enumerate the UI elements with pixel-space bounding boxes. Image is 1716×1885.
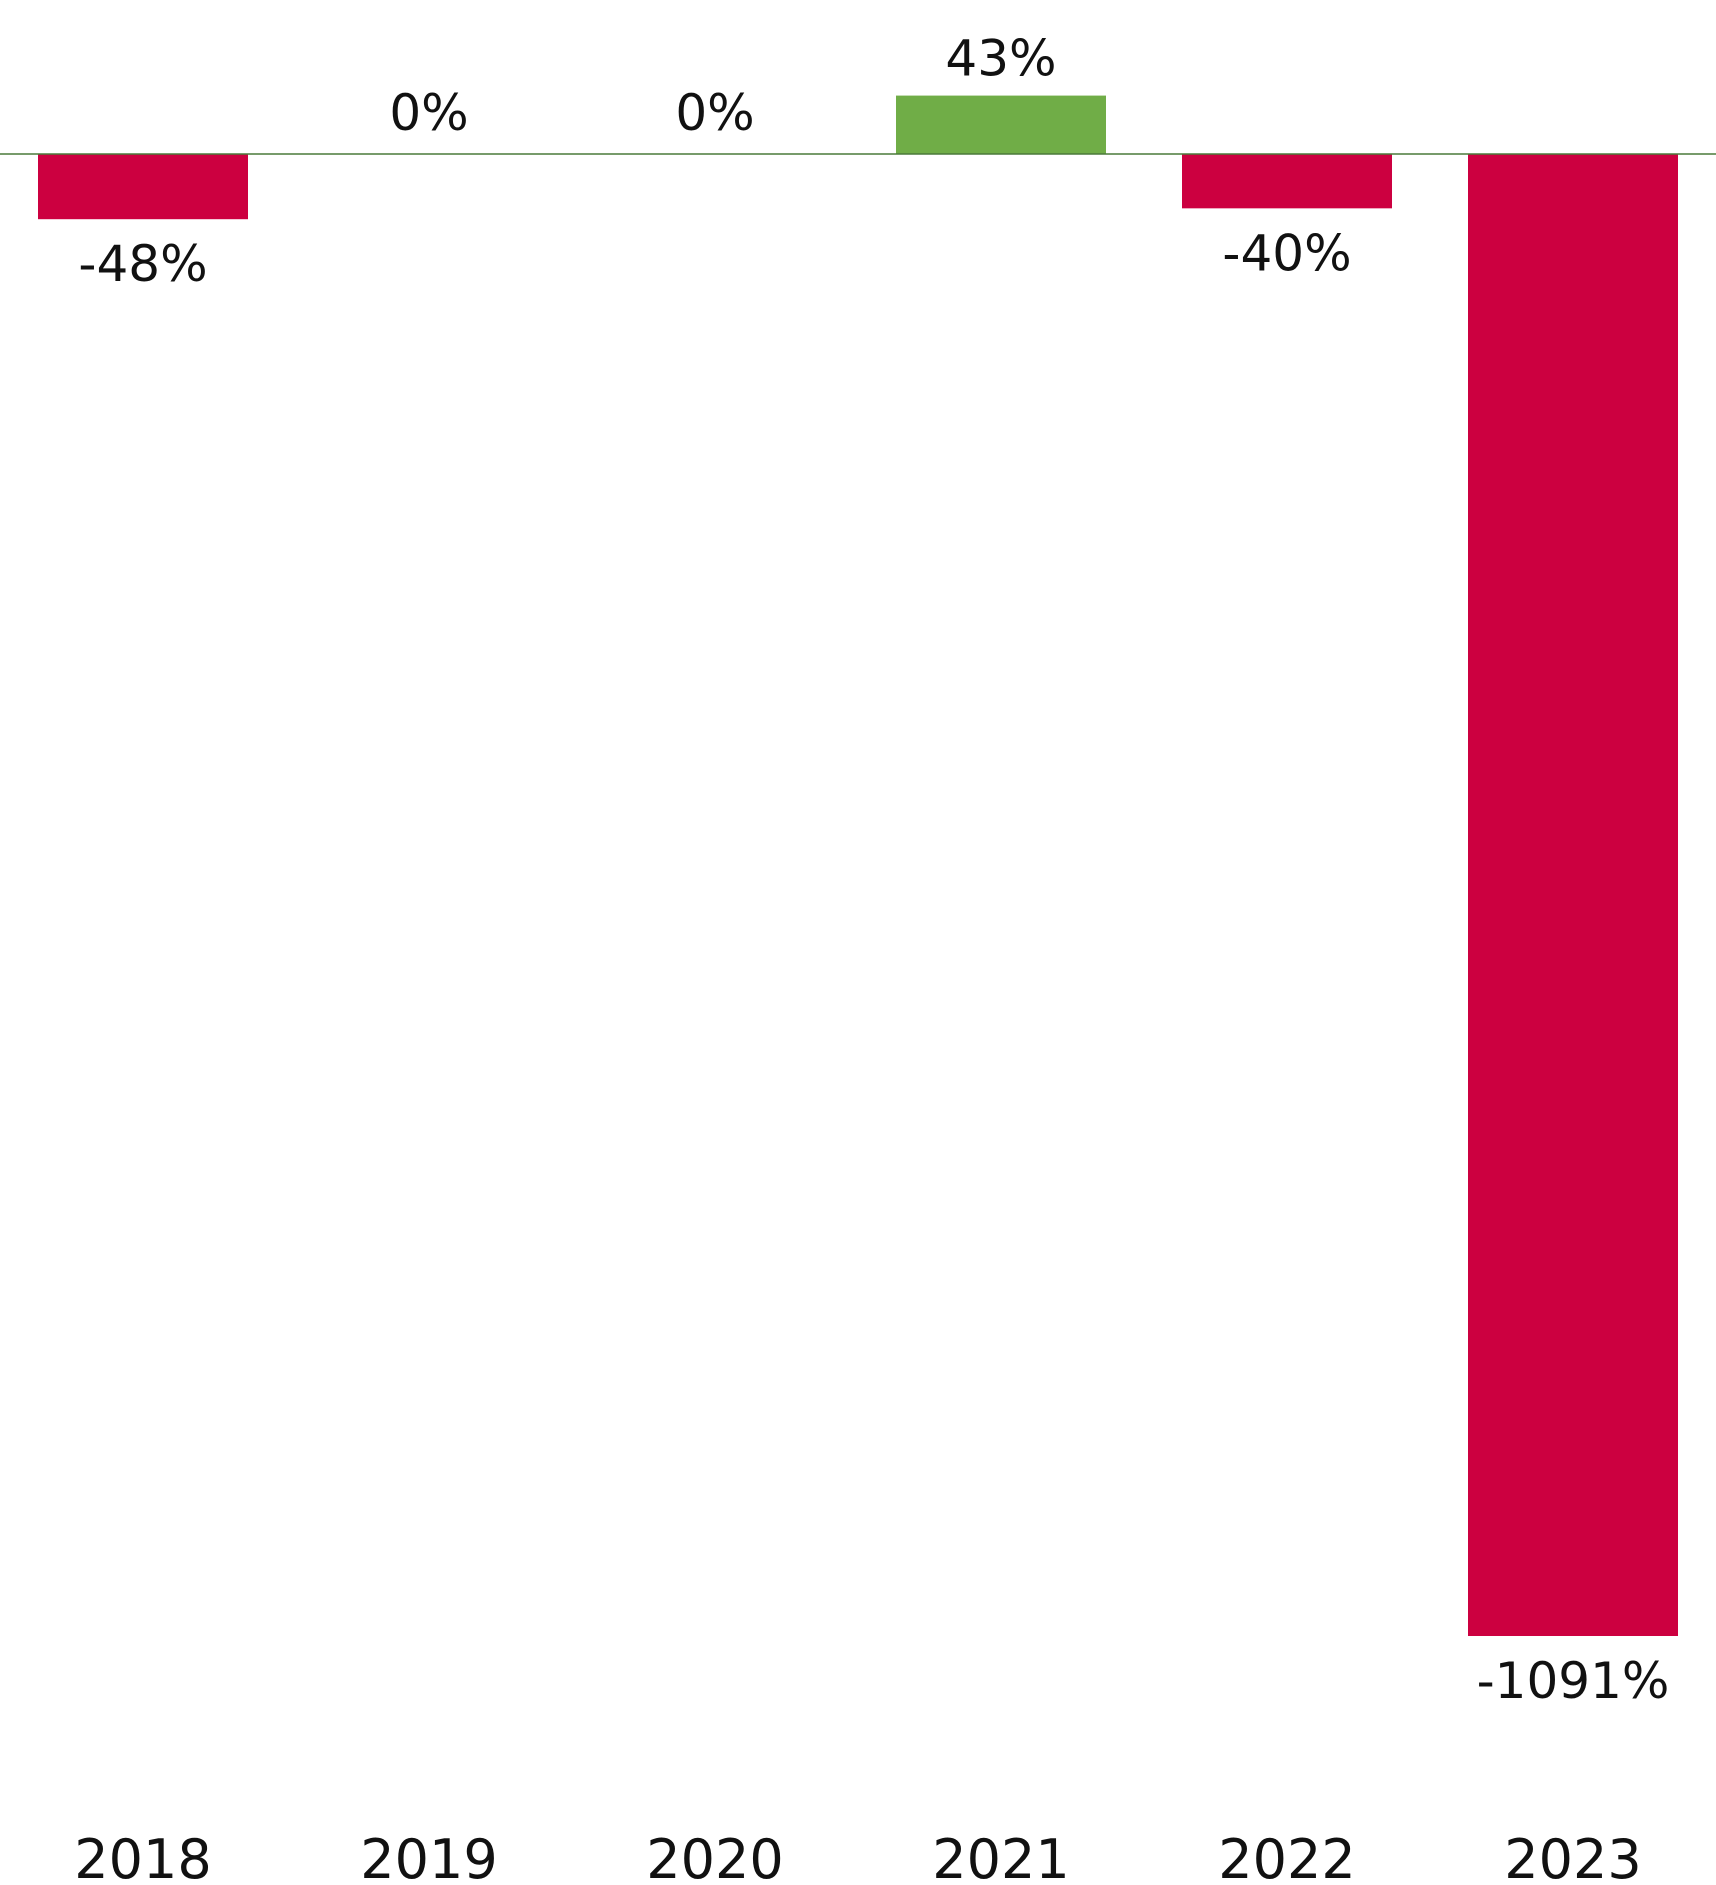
value-label-2021: 43% xyxy=(945,30,1056,88)
category-label-2018: 2018 xyxy=(74,1828,211,1885)
value-labels: -48% 0% 0% 43% -40% -1091% xyxy=(78,30,1669,1710)
value-label-2018: -48% xyxy=(78,235,207,293)
bars xyxy=(38,95,1678,1636)
category-label-2022: 2022 xyxy=(1218,1828,1355,1885)
value-label-2019: 0% xyxy=(389,84,468,142)
value-label-2023: -1091% xyxy=(1477,1652,1670,1710)
value-label-2020: 0% xyxy=(675,84,754,142)
value-label-2022: -40% xyxy=(1222,224,1351,282)
bar-2022 xyxy=(1182,154,1392,209)
bar-2021 xyxy=(896,95,1106,154)
bar-2018 xyxy=(38,154,248,220)
category-label-2019: 2019 xyxy=(360,1828,497,1885)
category-label-2021: 2021 xyxy=(932,1828,1069,1885)
category-label-2023: 2023 xyxy=(1504,1828,1641,1885)
bar-2023 xyxy=(1468,154,1678,1636)
category-label-2020: 2020 xyxy=(646,1828,783,1885)
category-axis: 2018 2019 2020 2021 2022 2023 xyxy=(74,1828,1641,1885)
